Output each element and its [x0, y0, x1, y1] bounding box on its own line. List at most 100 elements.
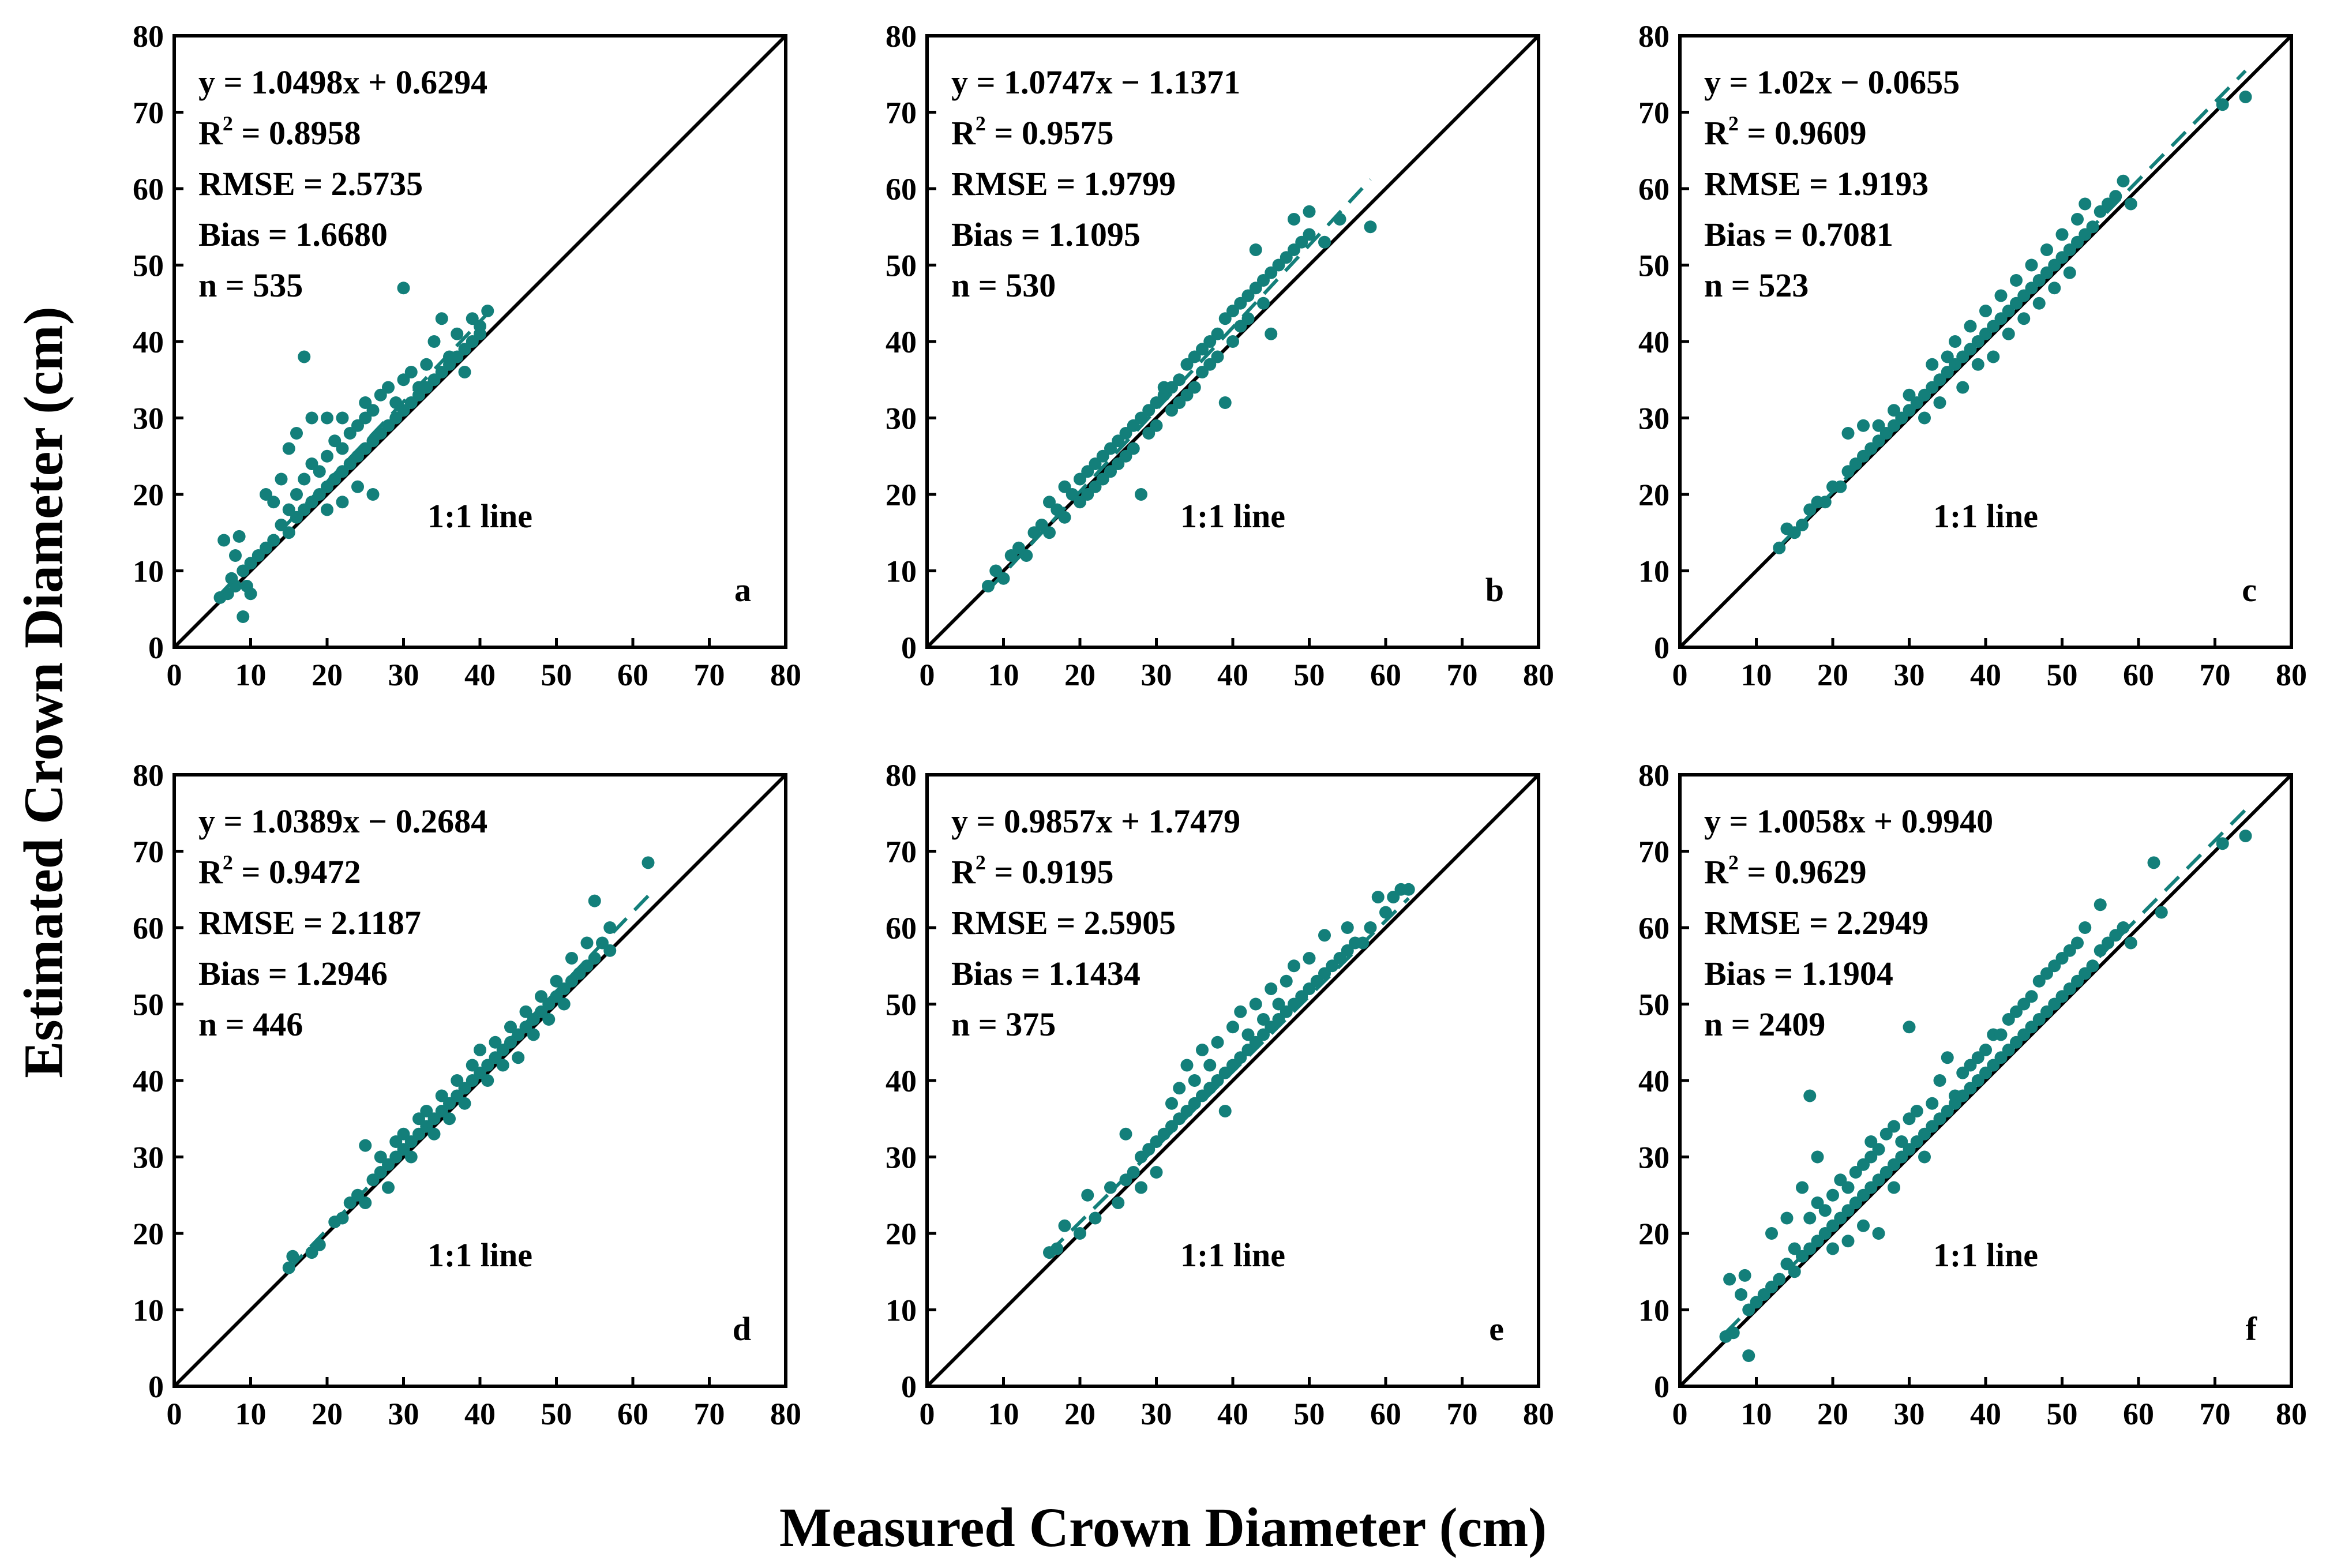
x-tick-label: 30: [1894, 1397, 1925, 1431]
scatter-points: [213, 282, 494, 623]
data-point: [232, 530, 246, 543]
data-point: [1211, 1036, 1224, 1049]
data-point: [366, 404, 380, 417]
y-tick-label: 10: [1638, 554, 1670, 589]
data-point: [1979, 305, 1992, 317]
y-tick-label: 80: [886, 19, 917, 54]
data-point: [2216, 837, 2229, 850]
data-point: [1058, 1219, 1071, 1232]
y-tick-label: 70: [133, 96, 164, 130]
data-point: [1051, 1242, 1064, 1255]
data-point: [1841, 1235, 1855, 1248]
data-point: [1818, 1204, 1832, 1217]
x-tick-label: 80: [2276, 1397, 2307, 1431]
y-tick-label: 40: [133, 1064, 164, 1098]
y-tick-label: 20: [886, 478, 917, 512]
data-point: [1058, 511, 1071, 524]
x-tick-label: 50: [541, 1397, 572, 1431]
data-point: [275, 472, 288, 486]
data-point: [1165, 1097, 1178, 1110]
y-tick-label: 0: [148, 631, 164, 665]
x-tick-label: 30: [1141, 658, 1172, 692]
y-tick-label: 30: [1638, 402, 1670, 436]
x-tick-label: 70: [694, 1397, 725, 1431]
identity-line-label: 1:1 line: [1180, 497, 1285, 535]
r-squared: R2 = 0.9472: [198, 851, 361, 891]
data-point: [1218, 1105, 1232, 1117]
data-point: [2040, 243, 2053, 256]
panel-label: e: [1489, 1310, 1504, 1348]
r-squared-superscript: 2: [1728, 851, 1739, 874]
x-tick-label: 50: [1294, 1397, 1325, 1431]
x-tick-label: 30: [1141, 1397, 1172, 1431]
r-squared-superscript: 2: [976, 851, 986, 874]
data-point: [1841, 1181, 1855, 1194]
r-squared-value: = 0.9629: [1739, 853, 1867, 891]
y-tick-label: 80: [1638, 19, 1670, 54]
data-point: [1173, 1082, 1186, 1095]
data-point: [458, 366, 471, 378]
data-point: [1888, 1181, 1900, 1194]
data-point: [481, 305, 494, 317]
scatter-points: [1773, 91, 2252, 554]
data-point: [2079, 197, 2092, 211]
panel-label: f: [2246, 1310, 2257, 1348]
x-axis-title: Measured Crown Diameter (cm): [779, 1496, 1547, 1558]
sample-count: n = 2409: [1704, 1006, 1825, 1043]
data-point: [512, 1051, 525, 1064]
y-tick-label: 50: [886, 249, 917, 283]
data-point: [1811, 1150, 1824, 1164]
data-point: [1949, 335, 1961, 348]
sample-count: n = 446: [198, 1006, 303, 1043]
panel-e: 0 10 20 30 40 50 60 70 80 0 10 20 30 40 50 60 70 80 y = 0.…: [886, 758, 1554, 1431]
fit-equation: y = 1.0498x + 0.6294: [198, 63, 487, 101]
data-point: [298, 350, 311, 363]
data-point: [321, 503, 333, 516]
y-tick-label: 10: [133, 554, 164, 589]
data-point: [382, 1181, 395, 1194]
x-tick-label: 10: [235, 658, 267, 692]
data-point: [351, 480, 364, 493]
x-tick-label: 0: [1672, 658, 1688, 692]
x-tick-label: 10: [988, 1397, 1019, 1431]
data-point: [359, 1196, 372, 1209]
data-point: [2055, 228, 2069, 241]
y-tick-label: 60: [133, 911, 164, 946]
data-point: [2071, 213, 2084, 226]
y-tick-label: 60: [886, 911, 917, 946]
rmse: RMSE = 1.9799: [951, 165, 1176, 202]
data-point: [366, 488, 380, 501]
data-point: [1834, 480, 1847, 493]
y-tick-label: 0: [1654, 631, 1670, 665]
y-tick-label: 80: [133, 758, 164, 793]
r-squared: R2 = 0.9629: [1704, 851, 1866, 891]
sample-count: n = 523: [1704, 267, 1809, 304]
y-tick-label: 30: [133, 1141, 164, 1175]
y-tick-label: 30: [133, 402, 164, 436]
x-tick-label: 10: [988, 658, 1019, 692]
data-point: [1979, 1044, 1992, 1056]
y-tick-label: 10: [1638, 1293, 1670, 1328]
data-point: [1135, 1181, 1147, 1194]
data-point: [588, 894, 601, 907]
data-point: [397, 282, 410, 295]
sample-count: n = 530: [951, 267, 1056, 304]
data-point: [1738, 1269, 1751, 1282]
bias: Bias = 1.1434: [951, 955, 1141, 992]
data-point: [1280, 974, 1293, 988]
data-point: [1857, 1219, 1870, 1232]
data-point: [1910, 1105, 1923, 1117]
data-point: [1020, 549, 1033, 562]
identity-line-label: 1:1 line: [1933, 497, 2038, 535]
identity-line: [172, 773, 787, 1388]
data-point: [565, 952, 578, 965]
x-tick-label: 10: [235, 1397, 267, 1431]
data-point: [1043, 526, 1056, 539]
data-point: [451, 327, 464, 340]
data-point: [580, 936, 594, 950]
data-point: [290, 488, 303, 501]
x-tick-label: 80: [770, 1397, 801, 1431]
x-tick-label: 80: [770, 658, 801, 692]
y-tick-label: 10: [886, 554, 917, 589]
